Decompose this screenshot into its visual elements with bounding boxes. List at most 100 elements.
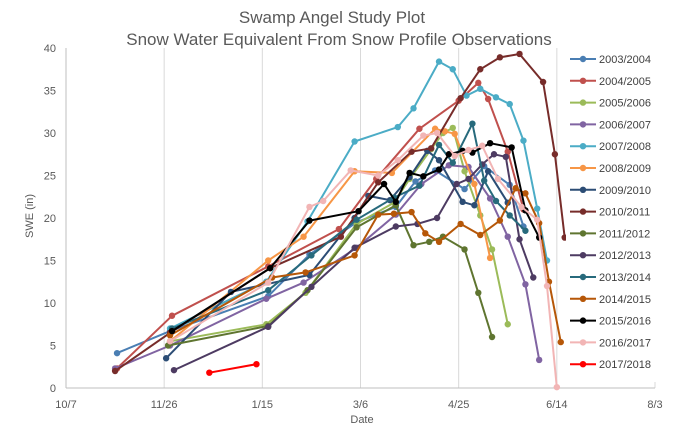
data-point bbox=[306, 217, 313, 224]
data-point bbox=[465, 146, 472, 154]
data-point bbox=[353, 216, 360, 223]
data-point bbox=[168, 312, 176, 319]
x-tick-label: 1/15 bbox=[252, 399, 273, 411]
legend-swatch-marker bbox=[579, 121, 587, 128]
x-tick-label: 10/7 bbox=[55, 399, 76, 411]
data-point bbox=[390, 210, 398, 217]
data-point bbox=[435, 166, 443, 173]
legend-swatch-marker bbox=[579, 273, 587, 281]
data-point bbox=[416, 125, 423, 132]
data-point bbox=[506, 212, 513, 219]
legend-swatch-marker bbox=[579, 317, 587, 324]
data-point bbox=[300, 279, 307, 286]
data-point bbox=[530, 274, 537, 281]
legend-item: 2003/2004 bbox=[570, 54, 651, 66]
data-point bbox=[494, 175, 502, 183]
data-point bbox=[408, 208, 415, 216]
y-axis-title: SWE (in) bbox=[24, 194, 36, 238]
data-point bbox=[471, 202, 478, 209]
data-point bbox=[319, 197, 327, 205]
data-point bbox=[394, 123, 402, 131]
legend-item: 2015/2016 bbox=[570, 316, 651, 328]
data-point bbox=[504, 321, 511, 328]
data-point bbox=[557, 338, 564, 346]
data-point bbox=[504, 148, 511, 155]
legend-item: 2006/2007 bbox=[570, 119, 651, 131]
data-point bbox=[553, 383, 561, 391]
legend-swatch-marker bbox=[579, 339, 587, 346]
data-point bbox=[516, 236, 523, 243]
data-point bbox=[263, 295, 270, 302]
data-point bbox=[488, 246, 496, 253]
data-point bbox=[534, 205, 541, 212]
data-point bbox=[265, 257, 272, 264]
data-point bbox=[302, 269, 309, 276]
data-point bbox=[475, 289, 482, 296]
legend-item: 2004/2005 bbox=[570, 76, 651, 88]
legend-item: 2013/2014 bbox=[570, 272, 651, 284]
y-tick-label: 20 bbox=[44, 213, 56, 225]
data-point bbox=[484, 95, 492, 103]
data-point bbox=[463, 92, 470, 99]
x-tick-labels: 10/7 11/26 1/15 3/6 4/25 6/14 8/3 bbox=[55, 399, 662, 411]
data-point bbox=[266, 264, 274, 272]
legend-swatch-marker bbox=[579, 208, 587, 215]
data-point bbox=[522, 281, 529, 288]
data-point bbox=[351, 252, 358, 259]
data-point bbox=[490, 151, 498, 158]
data-point bbox=[420, 132, 427, 139]
data-point bbox=[543, 282, 551, 290]
data-point bbox=[435, 157, 443, 164]
legend-label: 2003/2004 bbox=[599, 54, 651, 66]
data-point bbox=[308, 283, 315, 291]
data-point bbox=[351, 138, 358, 145]
data-point bbox=[265, 279, 272, 286]
data-point bbox=[408, 148, 415, 155]
y-tick-label: 15 bbox=[44, 256, 56, 268]
y-tick-labels: 0 5 10 15 20 25 30 35 40 bbox=[44, 43, 56, 395]
data-point bbox=[492, 94, 500, 101]
series-2011-2012 bbox=[164, 202, 496, 349]
data-point bbox=[206, 369, 213, 376]
series-2014-2015 bbox=[166, 185, 564, 346]
data-point bbox=[300, 233, 307, 240]
legend-swatch-marker bbox=[579, 252, 587, 259]
data-point bbox=[520, 137, 527, 144]
legend-label: 2016/2017 bbox=[599, 337, 651, 349]
data-point bbox=[168, 327, 176, 335]
legend-label: 2014/2015 bbox=[599, 294, 651, 306]
series-2010-2011 bbox=[111, 50, 568, 375]
data-point bbox=[457, 94, 464, 102]
legend-item: 2007/2008 bbox=[570, 141, 651, 153]
data-point bbox=[435, 58, 443, 65]
data-point bbox=[166, 338, 174, 345]
data-point bbox=[486, 140, 494, 147]
series-lines bbox=[111, 50, 568, 391]
data-point bbox=[508, 144, 515, 151]
data-point bbox=[512, 185, 519, 192]
data-point bbox=[435, 141, 443, 149]
legend-label: 2008/2009 bbox=[599, 163, 651, 175]
data-point bbox=[496, 217, 504, 224]
data-point bbox=[392, 198, 400, 206]
legend-swatch-marker bbox=[579, 186, 587, 193]
chart-title-line-1: Swamp Angel Study Plot bbox=[239, 8, 425, 27]
data-point bbox=[441, 128, 449, 135]
data-point bbox=[337, 233, 345, 240]
data-point bbox=[551, 151, 559, 158]
data-point bbox=[426, 238, 433, 245]
legend-item: 2005/2006 bbox=[570, 98, 651, 110]
data-point bbox=[433, 129, 441, 137]
legend-label: 2015/2016 bbox=[599, 316, 651, 328]
data-point bbox=[488, 333, 496, 341]
data-point bbox=[453, 180, 460, 188]
data-point bbox=[351, 244, 358, 251]
legend-label: 2010/2011 bbox=[599, 207, 650, 219]
data-point bbox=[308, 252, 315, 259]
data-point bbox=[457, 220, 464, 228]
data-point bbox=[355, 208, 362, 215]
data-point bbox=[422, 230, 429, 237]
legend-swatch-marker bbox=[579, 99, 587, 106]
series-line bbox=[173, 153, 535, 372]
